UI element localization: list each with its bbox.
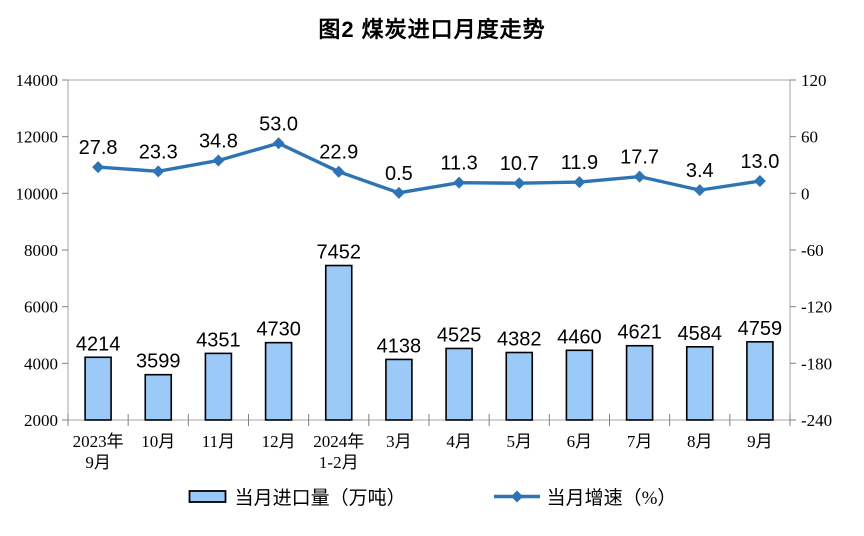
legend: 当月进口量（万吨） 当月增速（%） [0,483,864,510]
x-axis-label: 10月 [141,432,175,451]
bar [324,264,353,421]
bar-value-label: 4525 [437,324,482,346]
bar [385,358,413,421]
bar-value-label: 4138 [377,335,422,357]
bar-value-label: 4214 [76,333,121,355]
y-axis-left-label: 6000 [24,298,58,317]
y-axis-left-label: 12000 [16,128,59,147]
y-axis-left-label: 8000 [24,241,58,260]
bar-value-label: 7452 [317,242,362,264]
x-axis-label: 9月 [85,453,111,472]
line-point [92,161,105,174]
x-axis-label: 5月 [507,432,533,451]
bar [84,356,112,421]
x-axis-label: 9月 [747,432,773,451]
line-value-label: 34.8 [199,130,238,152]
line-value-label: 11.9 [561,152,598,174]
line-value-label: 0.5 [385,163,413,185]
line-value-label: 10.7 [500,153,539,175]
bar-value-label: 3599 [136,351,181,373]
line-swatch-icon [493,490,540,503]
x-axis-label: 8月 [687,432,713,451]
trend-line [96,141,762,195]
line-point [152,165,165,178]
line-value-label: 53.0 [259,113,298,135]
x-axis-label: 4月 [446,432,472,451]
x-axis-label: 11月 [202,432,235,451]
line-point [573,176,586,189]
bar-value-label: 4351 [196,329,241,351]
bar [264,341,293,421]
x-axis-label: 7月 [627,432,653,451]
bar-value-label: 4759 [738,318,783,340]
bar [445,347,473,421]
y-axis-right-label: -60 [801,241,824,260]
x-axis-label: 12月 [262,432,296,451]
y-axis-right-label: 60 [801,128,818,147]
bar [746,341,774,421]
line-value-label: 22.9 [319,142,358,164]
bar [144,373,173,421]
bar [505,351,534,421]
chart-title: 图2 煤炭进口月度走势 [318,17,546,42]
bar-value-label: 4584 [678,323,723,345]
bar-value-label: 4460 [557,326,602,348]
line-value-label: 11.3 [440,153,477,175]
line-point [212,154,225,167]
bar [565,349,594,421]
bar-swatch-icon [188,490,226,503]
bar [204,352,233,421]
y-axis-right-label: 0 [801,184,810,203]
line-value-label: 3.4 [686,160,714,182]
line-point [633,170,646,183]
line-point [332,165,345,178]
y-axis-right-label: 120 [801,71,827,90]
line-point [513,177,526,190]
y-axis-left-label: 10000 [16,184,59,203]
legend-item-imports: 当月进口量（万吨） [188,483,406,510]
y-axis-left-label: 4000 [24,354,58,373]
bar [625,344,654,421]
y-axis-left-label: 2000 [24,411,58,430]
y-axis-right-label: -180 [801,354,832,373]
line-point [753,175,766,188]
line-value-label: 17.7 [620,147,659,169]
bar [685,345,714,421]
legend-line-label: 当月增速（%） [546,488,677,509]
line-point [392,186,405,199]
chart-canvas: 2000 4000 6000 8000 10000 12000 14000 -240 -180 -… [16,71,833,472]
line-point [272,137,285,150]
legend-bar-label: 当月进口量（万吨） [234,488,406,509]
x-axis-label: 2023年 [73,432,124,451]
x-axis-label: 1-2月 [319,453,359,472]
y-axis-right-label: -240 [801,411,832,430]
x-axis-label: 2024年 [313,432,364,451]
line-value-label: 23.3 [139,141,178,163]
bar-value-label: 4621 [617,322,662,344]
x-axis-label: 6月 [567,432,593,451]
line-point [453,176,466,189]
y-axis-left-label: 14000 [16,71,59,90]
y-axis-right-label: -120 [801,298,832,317]
x-axis-label: 3月 [386,432,412,451]
line-value-label: 27.8 [79,137,118,159]
legend-item-growth: 当月增速（%） [493,483,677,510]
bar-value-label: 4382 [497,329,542,351]
line-value-label: 13.0 [740,151,779,173]
line-point [693,184,706,197]
bar-value-label: 4730 [256,319,301,341]
